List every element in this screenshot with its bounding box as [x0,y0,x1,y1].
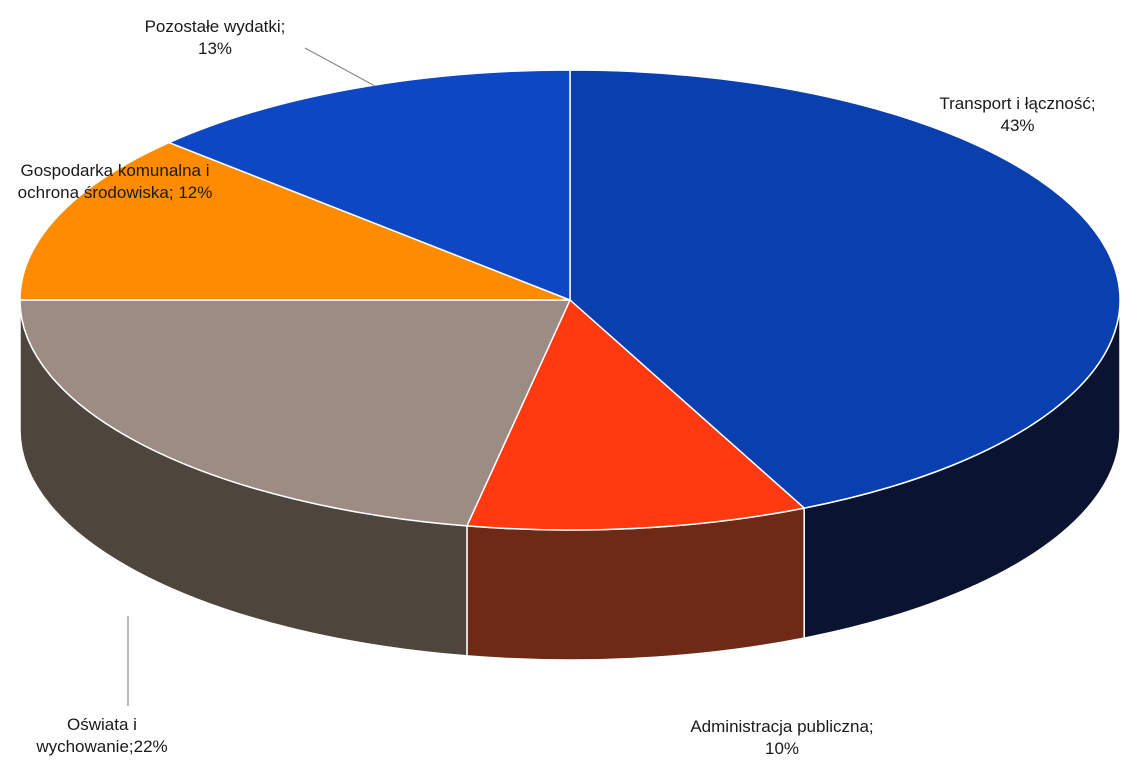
label-transport: Transport i łączność; 43% [905,93,1121,137]
label-administracja-name: Administracja publiczna; 10% [682,716,882,760]
label-transport-value: 43% [1000,116,1035,135]
label-administracja: Administracja publiczna; 10% [682,716,882,760]
label-transport-name: Transport i łączność; [939,94,1096,113]
pie-slice-pozostale [168,69,571,301]
label-administracja-text: Administracja publiczna; [690,717,874,736]
label-gospodarka: Gospodarka komunalna i ochrona środowisk… [15,160,215,204]
label-oswiata: Oświata i wychowanie;22% [2,714,202,758]
pie-slice-administracja [466,299,805,531]
leader-lines [127,47,376,706]
label-gospodarka-value: 12% [178,183,213,202]
label-pozostale-value: 13% [197,39,233,58]
label-pozostale-name: Pozostałe wydatki; [144,17,286,36]
label-oswiata-text: Oświata i wychowanie; [36,715,137,756]
label-pozostale: Pozostałe wydatki; 13% [115,16,315,60]
label-gospodarka-text: Gospodarka komunalna i ochrona środowisk… [17,161,210,202]
pie-tops [19,69,1121,531]
leader-pozostale [304,47,376,87]
label-oswiata-value: 22% [133,737,168,756]
label-administracja-value: 10% [764,739,800,758]
pie-slice-oswiata [19,299,571,527]
pie-slice-transport [569,69,1121,509]
pie-side-administracja [466,507,805,661]
pie-slice-gospodarka [19,141,571,301]
